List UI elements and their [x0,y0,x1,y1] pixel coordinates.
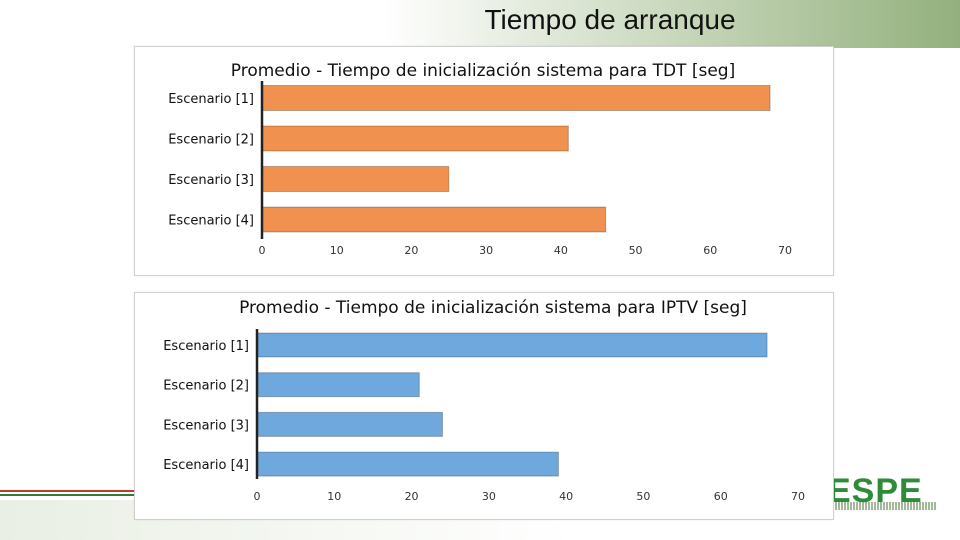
chart-iptv: Promedio - Tiempo de inicialización sist… [134,292,834,520]
tdt-category-label-3: Escenario [3] [168,173,254,188]
tdt-bar-4 [261,206,607,233]
iptv-category-label-1: Escenario [1] [163,339,249,354]
tdt-bar-2 [261,125,569,152]
tdt-category-label-4: Escenario [4] [168,214,254,229]
tdt-category-label-1: Escenario [1] [168,92,254,107]
slide-title: Tiempo de arranque [484,4,736,35]
iptv-title: Promedio - Tiempo de inicialización sist… [239,298,747,318]
tdt-x-tick-40: 40 [554,244,568,257]
tdt-x-tick-60: 60 [703,244,717,257]
chart-iptv-svg: Promedio - Tiempo de inicialización sist… [163,298,805,503]
iptv-bar-2 [256,372,420,398]
iptv-x-tick-60: 60 [714,490,728,503]
chart-tdt: Promedio - Tiempo de inicialización sist… [134,46,834,276]
tdt-bar-1 [261,85,771,111]
chart-tdt-svg: Promedio - Tiempo de inicialización sist… [168,61,792,257]
iptv-category-label-2: Escenario [2] [163,379,249,394]
tdt-x-tick-20: 20 [404,244,418,257]
tdt-title: Promedio - Tiempo de inicialización sist… [231,61,735,81]
logo-background [826,474,960,524]
tdt-category-label-2: Escenario [2] [168,133,254,148]
iptv-x-tick-20: 20 [405,490,419,503]
header-band [0,0,960,48]
tdt-x-tick-50: 50 [629,244,643,257]
footer-stripe-green [0,494,140,496]
tdt-x-tick-10: 10 [330,244,344,257]
tdt-x-tick-30: 30 [479,244,493,257]
tdt-bar-3 [261,166,450,192]
iptv-bar-3 [256,411,443,437]
iptv-x-tick-30: 30 [482,490,496,503]
logo-tagline-graphic [826,502,936,510]
iptv-x-tick-10: 10 [327,490,341,503]
tdt-x-tick-0: 0 [259,244,266,257]
iptv-x-tick-50: 50 [636,490,650,503]
iptv-category-label-3: Escenario [3] [163,418,249,433]
iptv-x-tick-40: 40 [559,490,573,503]
iptv-x-tick-70: 70 [791,490,805,503]
iptv-bar-4 [256,451,559,477]
iptv-category-label-4: Escenario [4] [163,458,249,473]
iptv-bar-1 [256,332,768,358]
tdt-x-tick-70: 70 [778,244,792,257]
iptv-x-tick-0: 0 [254,490,261,503]
footer-stripe-red [0,490,140,492]
